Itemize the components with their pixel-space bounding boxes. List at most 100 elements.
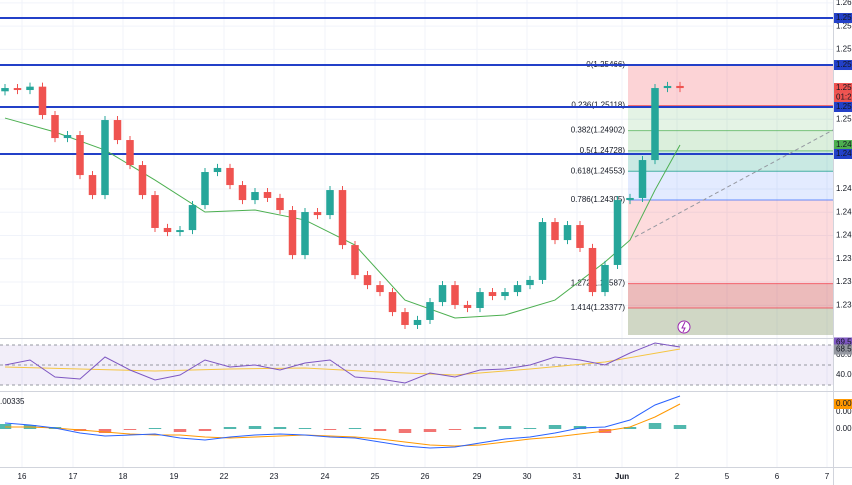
y-tick-label: 0.00 [836, 407, 852, 416]
candle-body [513, 285, 522, 293]
candle-body [526, 279, 534, 286]
candle-body [51, 115, 59, 139]
candle-body [601, 264, 609, 293]
candle-body [301, 212, 309, 256]
x-tick-label: 19 [170, 472, 179, 481]
rsi-line [4, 342, 681, 384]
x-tick-label: 26 [421, 472, 430, 481]
rsi-pane [0, 342, 833, 386]
macd-line [4, 395, 681, 449]
fib-label: 1.414(1.23377) [571, 303, 626, 312]
candle-body [613, 200, 622, 265]
histogram-bar [148, 428, 162, 429]
x-tick-label: 23 [270, 472, 279, 481]
candle-body [501, 292, 509, 297]
candle-body [488, 292, 497, 297]
price-tag [834, 13, 852, 24]
candle-body [426, 302, 434, 320]
rsi-signal [4, 348, 681, 376]
candle-body [438, 285, 447, 303]
price-tag-label: 1.25 [836, 83, 852, 92]
candle-body [663, 85, 672, 89]
y-tick-label: 1.23 [836, 300, 852, 309]
candle-body [188, 205, 197, 231]
x-tick-label: 5 [725, 472, 730, 481]
fib-label: 0.786(1.24305) [571, 195, 626, 204]
price-tag [834, 148, 852, 159]
event-icon-bolt [681, 321, 686, 333]
candle-body [551, 222, 559, 241]
countdown: 01:2 [836, 93, 852, 102]
candle-body [38, 86, 47, 116]
candle-body [413, 319, 422, 325]
x-tick-label: 24 [321, 472, 330, 481]
y-tick-label: 1.23 [836, 277, 852, 286]
candle-body [13, 88, 22, 91]
price-tag [834, 399, 852, 409]
x-tick-label: 17 [69, 472, 78, 481]
price-tag [834, 83, 852, 94]
x-tick-label: 6 [775, 472, 780, 481]
candle-body [238, 185, 247, 201]
candle-body [88, 175, 97, 196]
x-tick-label: 29 [473, 472, 482, 481]
histogram-bar [348, 428, 362, 429]
candle-body [363, 275, 372, 286]
price-tag-label: 1.24 [836, 149, 852, 158]
macd-pane: .00335 [0, 395, 687, 449]
price-tag-label: 68.5 [836, 345, 852, 354]
histogram-bar [198, 429, 212, 431]
candle-body [576, 225, 584, 248]
fib-zone [628, 105, 833, 131]
y-tick-label: 1.24 [836, 231, 852, 240]
candle-body [288, 210, 297, 256]
price-tag [834, 337, 852, 348]
fib-label: 0.5(1.24728) [580, 146, 626, 155]
candle-body [563, 225, 572, 241]
price-tag-label: 69.5 [836, 338, 852, 347]
candle-body [676, 85, 684, 89]
indicator-value: .00335 [0, 397, 25, 406]
candle-body [463, 304, 472, 308]
histogram-bar [623, 427, 637, 429]
candle-body [63, 135, 72, 139]
histogram-bar [448, 429, 462, 430]
histogram-bar [548, 425, 562, 429]
candle-body [626, 197, 634, 201]
fib-label: 0.236(1.25118) [571, 101, 625, 110]
price-tag-label: 1.25 [836, 13, 852, 22]
candle-body [313, 212, 322, 216]
fib-zone [628, 65, 833, 106]
price-tag [834, 60, 852, 71]
candle-body [651, 88, 659, 161]
candle-body [338, 190, 347, 246]
histogram-bar [373, 429, 387, 431]
candle-body [388, 292, 397, 313]
price-tag [834, 102, 852, 113]
histogram-bar [98, 429, 112, 433]
price-tag [834, 344, 852, 355]
candle-body [26, 86, 34, 91]
candle-body [638, 160, 647, 198]
price-pane: 0(1.25466)0.236(1.25118)0.382(1.24902)0.… [0, 17, 833, 335]
candle-body [476, 292, 484, 308]
x-tick-label: 2 [675, 472, 680, 481]
x-tick-label: 22 [220, 472, 229, 481]
axes: 16 17 18 19 22 23 24 25 26 29 30 31 Jun 2 5 6 71.261.251… [18, 0, 852, 481]
y-tick-label: 60.00 [836, 350, 852, 359]
grid [0, 0, 833, 467]
candle-body [213, 167, 222, 173]
fib-label: 0.382(1.24902) [571, 126, 626, 135]
candle-body [101, 120, 109, 196]
fib-label: 0.618(1.24553) [571, 166, 626, 175]
y-tick-label: 1.23 [836, 254, 852, 263]
histogram-bar [473, 427, 487, 429]
x-tick-label: 16 [18, 472, 27, 481]
fib-zone [628, 150, 833, 172]
fib-label: 1.272(1.23587) [571, 279, 626, 288]
price-tag-label: 0.00 [836, 399, 852, 408]
histogram-bar [123, 429, 137, 430]
